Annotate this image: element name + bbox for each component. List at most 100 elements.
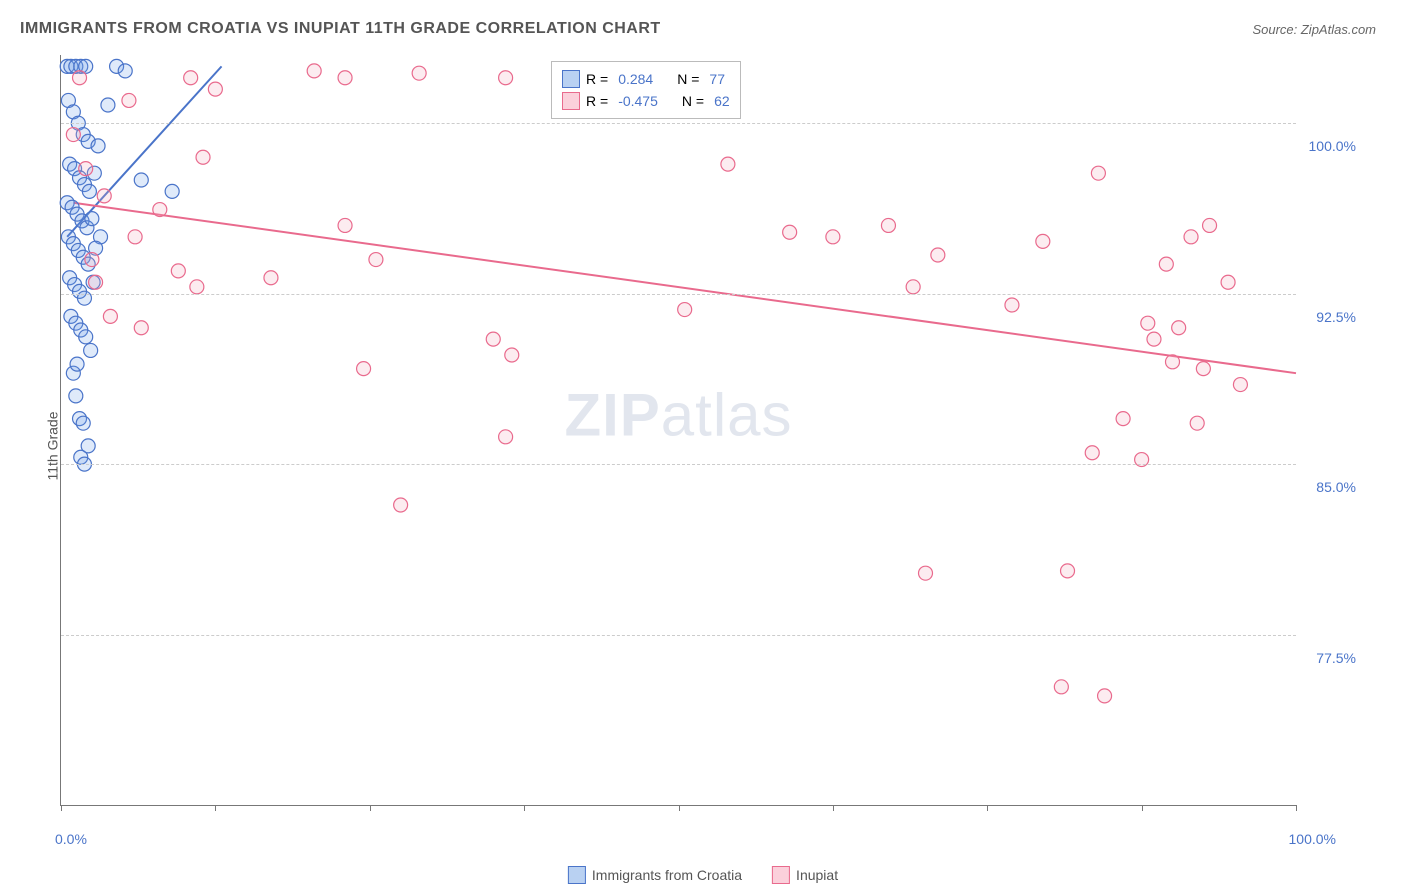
data-point: [486, 332, 500, 346]
data-point: [103, 309, 117, 323]
data-point: [89, 275, 103, 289]
data-point: [1116, 412, 1130, 426]
data-point: [171, 264, 185, 278]
bottom-swatch-2: [772, 866, 790, 884]
y-axis-title: 11th Grade: [45, 411, 61, 480]
data-point: [1036, 234, 1050, 248]
y-tick-label: 100.0%: [1309, 138, 1356, 154]
data-point: [73, 71, 87, 85]
data-point: [1184, 230, 1198, 244]
data-point: [1098, 689, 1112, 703]
r-value-2: -0.475: [618, 93, 658, 109]
data-point: [881, 218, 895, 232]
legend-row-series1: R = 0.284 N = 77: [562, 68, 730, 90]
data-point: [69, 389, 83, 403]
data-point: [81, 439, 95, 453]
n-value-1: 77: [709, 71, 725, 87]
trend-line: [73, 203, 1296, 373]
bottom-label-2: Inupiat: [796, 867, 838, 883]
data-point: [264, 271, 278, 285]
n-prefix-1: N =: [677, 71, 699, 87]
data-point: [85, 253, 99, 267]
data-point: [76, 416, 90, 430]
chart-container: IMMIGRANTS FROM CROATIA VS INUPIAT 11TH …: [0, 0, 1406, 892]
data-point: [66, 128, 80, 142]
data-point: [412, 66, 426, 80]
data-point: [906, 280, 920, 294]
data-point: [1233, 378, 1247, 392]
n-prefix-2: N =: [682, 93, 704, 109]
source-attribution: Source: ZipAtlas.com: [1252, 22, 1376, 37]
data-point: [190, 280, 204, 294]
bottom-legend: Immigrants from Croatia Inupiat: [568, 866, 838, 884]
data-point: [1196, 362, 1210, 376]
bottom-legend-item-1: Immigrants from Croatia: [568, 866, 742, 884]
r-prefix-1: R =: [586, 71, 608, 87]
data-point: [1061, 564, 1075, 578]
data-point: [1203, 218, 1217, 232]
data-point: [85, 212, 99, 226]
bottom-legend-item-2: Inupiat: [772, 866, 838, 884]
data-point: [1091, 166, 1105, 180]
x-tick-left: 0.0%: [55, 831, 87, 847]
data-point: [931, 248, 945, 262]
y-tick-label: 85.0%: [1316, 479, 1356, 495]
data-point: [134, 173, 148, 187]
data-point: [919, 566, 933, 580]
data-point: [1085, 446, 1099, 460]
data-point: [369, 253, 383, 267]
data-point: [82, 184, 96, 198]
data-point: [1166, 355, 1180, 369]
data-point: [101, 98, 115, 112]
data-point: [70, 357, 84, 371]
n-value-2: 62: [714, 93, 730, 109]
legend-swatch-2: [562, 92, 580, 110]
data-point: [307, 64, 321, 78]
data-point: [1159, 257, 1173, 271]
data-point: [357, 362, 371, 376]
y-tick-label: 77.5%: [1316, 650, 1356, 666]
data-point: [122, 93, 136, 107]
data-point: [165, 184, 179, 198]
data-point: [721, 157, 735, 171]
chart-title: IMMIGRANTS FROM CROATIA VS INUPIAT 11TH …: [20, 20, 661, 38]
data-point: [1190, 416, 1204, 430]
data-point: [184, 71, 198, 85]
r-prefix-2: R =: [586, 93, 608, 109]
data-point: [1054, 680, 1068, 694]
legend-row-series2: R = -0.475 N = 62: [562, 90, 730, 112]
data-point: [79, 162, 93, 176]
bottom-label-1: Immigrants from Croatia: [592, 867, 742, 883]
correlation-legend: R = 0.284 N = 77 R = -0.475 N = 62: [551, 61, 741, 119]
x-tick-right: 100.0%: [1289, 831, 1336, 847]
bottom-swatch-1: [568, 866, 586, 884]
data-point: [79, 330, 93, 344]
data-point: [91, 139, 105, 153]
data-point: [84, 343, 98, 357]
plot-area: ZIPatlas R = 0.284 N = 77 R = -0.475 N =…: [60, 55, 1296, 806]
data-point: [1147, 332, 1161, 346]
data-point: [1005, 298, 1019, 312]
data-point: [505, 348, 519, 362]
data-point: [499, 71, 513, 85]
data-point: [153, 203, 167, 217]
data-point: [134, 321, 148, 335]
data-point: [128, 230, 142, 244]
data-point: [1221, 275, 1235, 289]
data-point: [1141, 316, 1155, 330]
data-point: [678, 303, 692, 317]
y-tick-label: 92.5%: [1316, 309, 1356, 325]
data-point: [118, 64, 132, 78]
data-point: [394, 498, 408, 512]
data-point: [1172, 321, 1186, 335]
data-point: [783, 225, 797, 239]
data-point: [97, 189, 111, 203]
data-point: [208, 82, 222, 96]
data-point: [826, 230, 840, 244]
r-value-1: 0.284: [618, 71, 653, 87]
data-point: [338, 218, 352, 232]
data-point: [196, 150, 210, 164]
legend-swatch-1: [562, 70, 580, 88]
scatter-svg: [61, 55, 1296, 805]
data-point: [338, 71, 352, 85]
